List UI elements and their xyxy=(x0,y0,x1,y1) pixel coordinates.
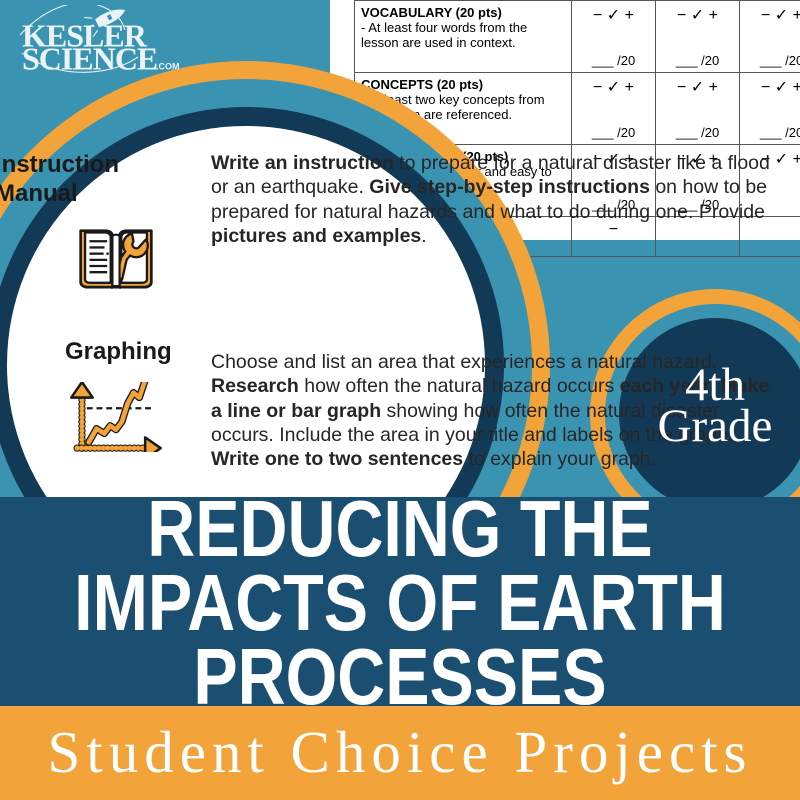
svg-text:.COM: .COM xyxy=(156,61,180,71)
